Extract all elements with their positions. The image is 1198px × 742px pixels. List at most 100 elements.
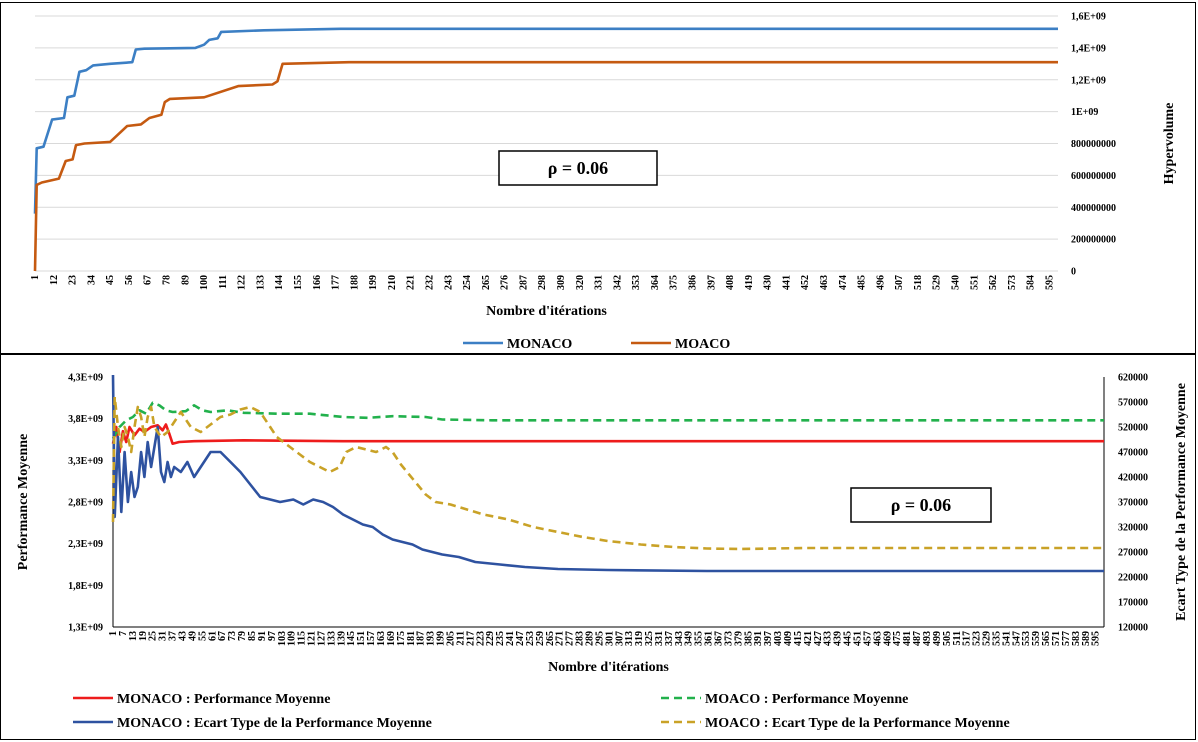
x-tick-label: 507: [894, 275, 905, 290]
series-line-moaco: [33, 60, 1058, 272]
x-tick-label: 145: [346, 631, 357, 646]
x-tick-label: 193: [426, 631, 437, 646]
x-tick-label: 247: [515, 631, 526, 646]
hypervolume-chart-panel: 0 200000000 400000000 600000000 800000000 1E+…: [0, 2, 1196, 354]
x-tick-label: 78: [162, 275, 173, 285]
y2-tick-label: 470000: [1118, 448, 1148, 459]
x-tick-label: 45: [105, 275, 116, 285]
x-tick-label: 127: [316, 631, 327, 646]
y2-tick-label: 170000: [1118, 598, 1148, 609]
y-tick-label: 1,3E+09: [68, 623, 103, 634]
y-tick-label: 1E+09: [1071, 107, 1098, 118]
x-tick-label: 415: [793, 631, 804, 646]
x-tick-label: 243: [443, 275, 454, 290]
x-tick-label: 23: [68, 275, 79, 285]
y2-tick-label: 220000: [1118, 573, 1148, 584]
x-tick-label: 313: [624, 631, 635, 646]
y2-tick-label: 320000: [1118, 523, 1148, 534]
y2-tick-label: 620000: [1118, 373, 1148, 384]
x-tick-label: 235: [495, 631, 506, 646]
x-tick-label: 122: [237, 275, 248, 290]
x-axis-title: Nombre d'itérations: [486, 304, 607, 319]
x-tick-label: 595: [1091, 631, 1102, 646]
x-tick-label: 211: [455, 631, 466, 645]
x-tick-label: 61: [207, 631, 218, 641]
x-tick-label: 375: [669, 275, 680, 290]
x-tick-label: 144: [274, 275, 285, 290]
x-tick-label: 559: [1031, 631, 1042, 646]
x-tick-label: 79: [237, 631, 248, 641]
x-tick-label: 589: [1081, 631, 1092, 646]
x-tick-label: 43: [177, 631, 188, 641]
x-tick-label: 320: [575, 275, 586, 290]
y2-tick-label: 270000: [1118, 548, 1148, 559]
y-tick-label: 200000000: [1071, 235, 1116, 246]
x-tick-label: 205: [446, 631, 457, 646]
x-axis-title: Nombre d'itérations: [548, 660, 669, 675]
x-tick-label: 325: [644, 631, 655, 646]
x-tick-label: 391: [753, 631, 764, 646]
x-tick-label: 232: [425, 275, 436, 290]
x-tick-label: 403: [773, 631, 784, 646]
series-line-monaco-ecart-type-de-la-performance-moyenne: [111, 374, 1104, 573]
y-tick-label: 1,4E+09: [1071, 43, 1106, 54]
x-tick-label: 529: [932, 275, 943, 290]
x-tick-label: 157: [366, 631, 377, 646]
x-tick-label: 331: [594, 275, 605, 290]
x-tick-label: 441: [781, 275, 792, 290]
x-tick-label: 493: [922, 631, 933, 646]
x-tick-label: 67: [143, 275, 154, 285]
x-tick-label: 166: [312, 275, 323, 290]
x-tick-label: 121: [307, 631, 318, 646]
x-tick-label: 301: [604, 631, 615, 646]
x-tick-label: 85: [247, 631, 258, 641]
x-tick-label: 55: [197, 631, 208, 641]
x-tick-label: 452: [800, 275, 811, 290]
x-tick-label: 439: [833, 631, 844, 646]
y-tick-label: 1,2E+09: [1071, 75, 1106, 86]
legend-label-monaco-ecart-type-de-la-performance-moyenne: MONACO : Ecart Type de la Performance Mo…: [117, 716, 432, 731]
x-tick-label: 541: [1001, 631, 1012, 646]
annotation-text: ρ = 0.06: [891, 495, 951, 515]
y-tick-label: 3,8E+09: [68, 414, 103, 425]
x-tick-label: 31: [158, 631, 169, 641]
x-tick-label: 309: [556, 275, 567, 290]
x-tick-label: 97: [267, 631, 278, 641]
y-tick-label: 400000000: [1071, 203, 1116, 214]
x-tick-label: 475: [892, 631, 903, 646]
x-tick-label: 289: [584, 631, 595, 646]
annotation-text: ρ = 0.06: [548, 158, 608, 178]
x-tick-label: 221: [406, 275, 417, 290]
x-tick-label: 419: [744, 275, 755, 290]
x-tick-label: 408: [725, 275, 736, 290]
x-tick-label: 188: [349, 275, 360, 290]
x-tick-label: 13: [128, 631, 139, 641]
x-tick-label: 427: [813, 631, 824, 646]
x-tick-label: 595: [1044, 275, 1055, 290]
x-tick-label: 573: [1007, 275, 1018, 290]
x-tick-label: 511: [952, 631, 963, 645]
performance-chart-panel: 1,3E+09 1,8E+09 2,3E+09 2,8E+09 3,3E+09 3,8E+…: [0, 354, 1196, 740]
x-tick-label: 1: [30, 275, 41, 280]
x-tick-label: 1: [108, 631, 119, 636]
y-axis-title: Performance Moyenne: [16, 434, 31, 570]
x-tick-label: 469: [882, 631, 893, 646]
y2-tick-label: 570000: [1118, 398, 1148, 409]
x-tick-label: 277: [565, 631, 576, 646]
x-tick-label: 223: [475, 631, 486, 646]
x-tick-label: 319: [634, 631, 645, 646]
annotation-box: [850, 487, 992, 523]
x-tick-label: 283: [575, 631, 586, 646]
x-tick-label: 217: [465, 631, 476, 646]
series-line-moaco-performance-moyenne: [111, 401, 1104, 440]
x-tick-label: 409: [783, 631, 794, 646]
y-tick-label: 800000000: [1071, 139, 1116, 150]
x-tick-label: 91: [257, 631, 268, 641]
x-tick-label: 133: [255, 275, 266, 290]
x-tick-label: 451: [852, 631, 863, 646]
x-tick-label: 343: [674, 631, 685, 646]
hypervolume-chart: 0 200000000 400000000 600000000 800000000 1E+…: [30, 12, 1177, 353]
x-tick-label: 241: [505, 631, 516, 646]
x-tick-label: 265: [481, 275, 492, 290]
y-axis-title: Hypervolume: [1162, 103, 1177, 185]
